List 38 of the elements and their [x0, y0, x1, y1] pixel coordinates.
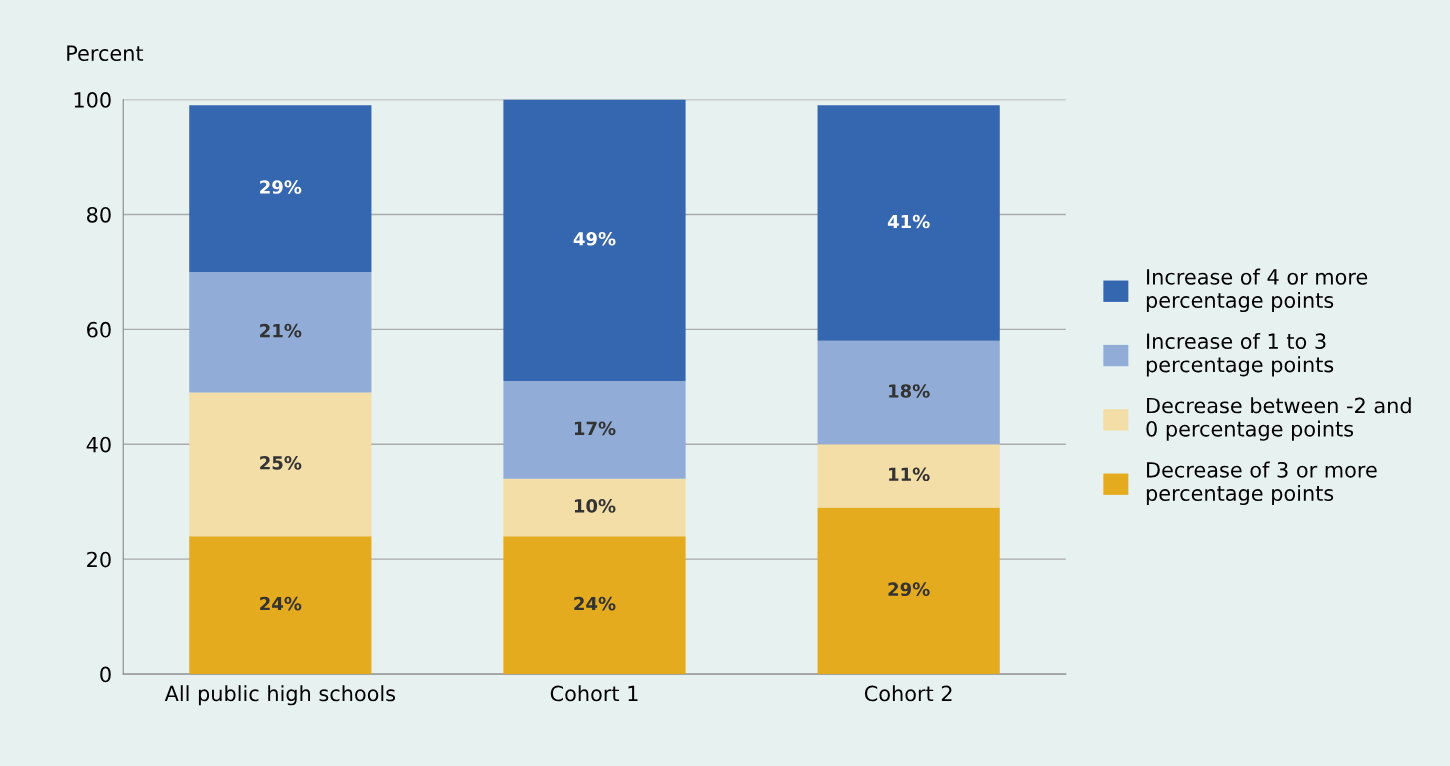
data-label: 25%: [260, 455, 302, 470]
y-tick-label: 80: [87, 206, 111, 223]
data-label: 24%: [574, 596, 616, 611]
data-label: 24%: [260, 596, 302, 611]
x-tick-label: All public high schools: [164, 685, 396, 706]
legend-label: Increase of 4 or more percentage points: [1146, 268, 1368, 313]
legend-label: Decrease of 3 or more percentage points: [1146, 461, 1377, 506]
y-tick-label: 40: [86, 436, 111, 453]
bar: [189, 536, 372, 675]
bar: [817, 507, 1000, 675]
bar: [189, 392, 372, 537]
bar: [503, 478, 686, 537]
data-label: 11%: [889, 467, 930, 482]
y-tick-label: 0: [100, 666, 111, 683]
bar: [503, 99, 686, 382]
y-tick-label: 20: [87, 551, 111, 568]
bar: [189, 271, 372, 393]
data-label: 49%: [573, 231, 616, 246]
data-label: 17%: [574, 421, 616, 436]
data-label: 29%: [260, 180, 302, 194]
y-tick-label: 60: [87, 321, 111, 338]
data-label: 29%: [888, 582, 930, 597]
y-tick-label: 100: [74, 92, 111, 108]
data-label: 18%: [889, 384, 930, 398]
legend-label: Increase of 1 to 3 percentage points: [1146, 332, 1334, 377]
bar: [817, 340, 1000, 445]
data-label: 41%: [887, 214, 930, 229]
bar: [817, 105, 1000, 341]
bar: [503, 536, 686, 675]
bar: [189, 105, 372, 272]
bar: [503, 381, 686, 479]
data-label: 10%: [574, 499, 616, 513]
y-axis-title: Percent: [67, 45, 144, 62]
legend-label: Decrease between -2 and 0 percentage points: [1146, 397, 1411, 441]
x-tick-label: Cohort 2: [864, 685, 952, 702]
x-tick-label: Cohort 1: [550, 685, 638, 702]
data-label: 21%: [260, 323, 302, 338]
bar: [817, 444, 1000, 508]
